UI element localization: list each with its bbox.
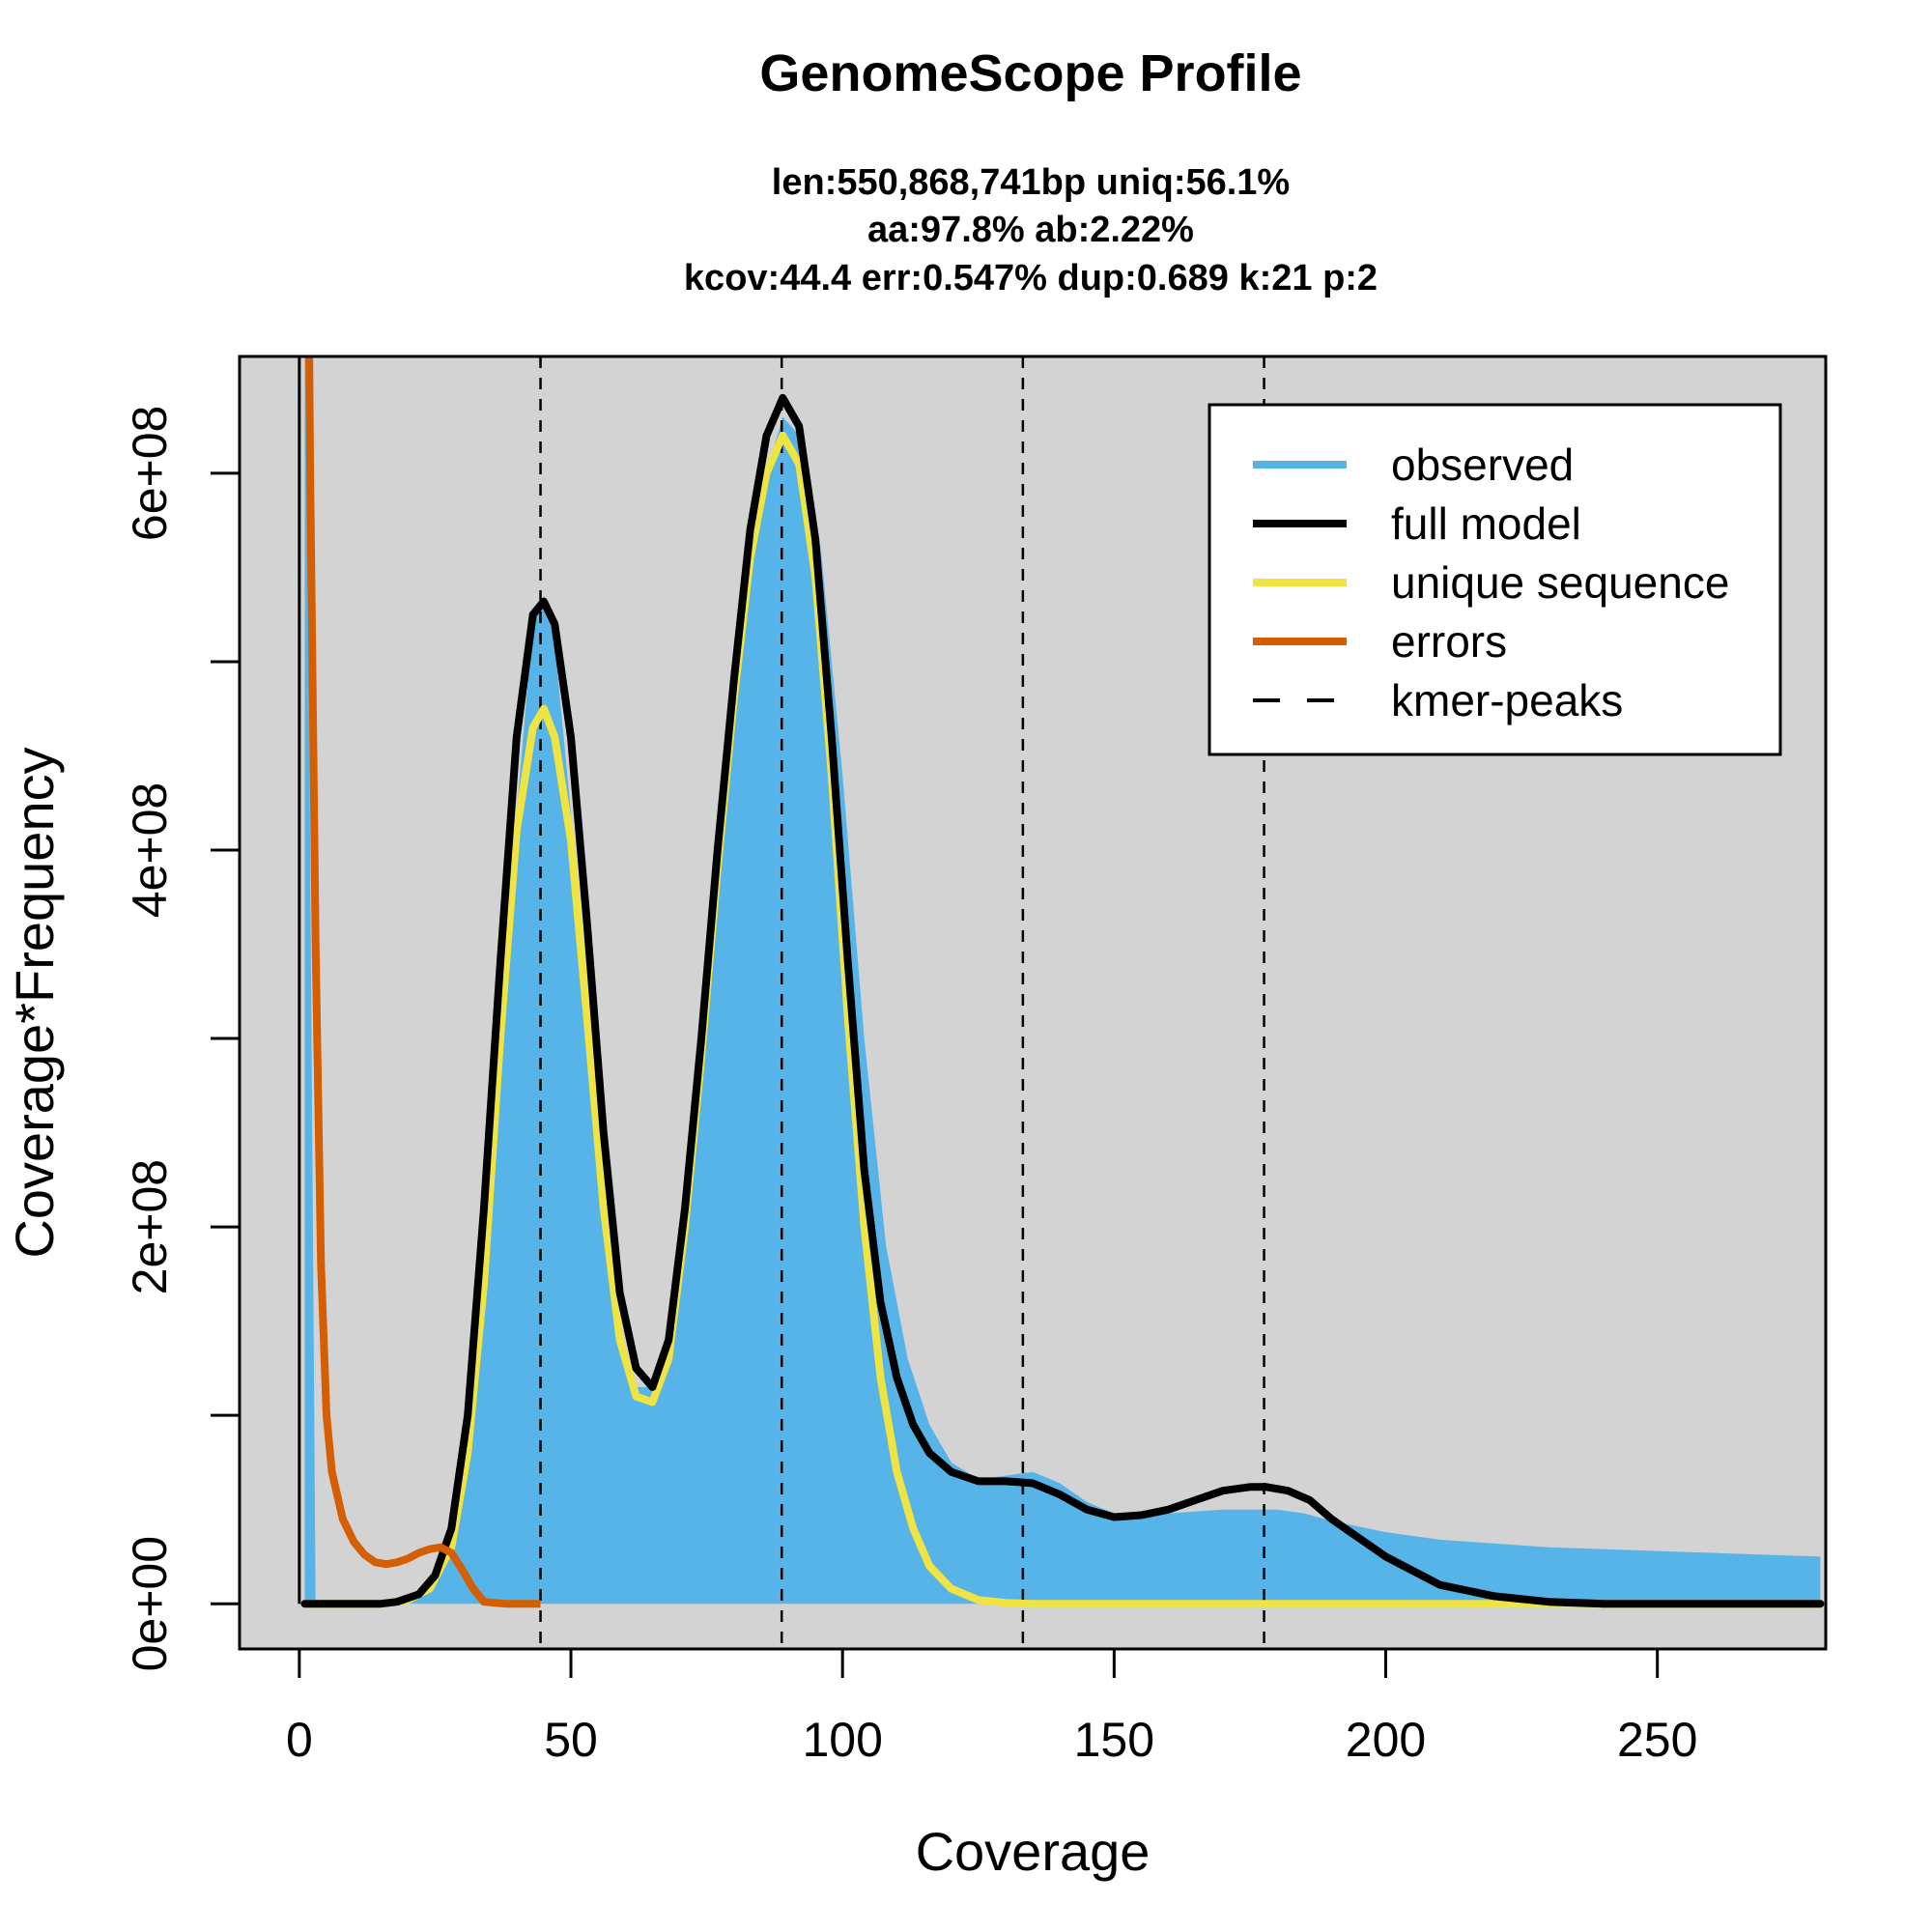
observed-series-area (304, 356, 1821, 1605)
legend-label-full-model: full model (1391, 498, 1581, 549)
x-axis: 0 50 100 150 200 250 (286, 1647, 1697, 1767)
legend-label-unique-sequence: unique sequence (1391, 557, 1729, 608)
chart-title: GenomeScope Profile (759, 44, 1301, 102)
chart-subtitle-line-3: kcov:44.4 err:0.547% dup:0.689 k:21 p:2 (684, 258, 1378, 298)
chart-subtitle-line-1: len:550,868,741bp uniq:56.1% (772, 162, 1290, 203)
chart-subtitle-line-2: aa:97.8% ab:2.22% (867, 210, 1194, 250)
y-tick-label: 6e+08 (123, 406, 177, 541)
x-axis-title: Coverage (916, 1821, 1151, 1882)
y-axis: 0e+00 2e+08 4e+08 6e+08 (123, 406, 242, 1671)
errors-line (305, 356, 541, 1608)
y-tick-label: 0e+00 (123, 1536, 177, 1671)
x-tick-label: 100 (802, 1713, 882, 1767)
x-tick-label: 0 (286, 1713, 313, 1767)
y-tick-label: 2e+08 (123, 1159, 177, 1294)
legend: observed full model unique sequence errors k… (1208, 403, 1782, 756)
plot-layer (298, 356, 1825, 1649)
x-tick-label: 250 (1617, 1713, 1697, 1767)
y-axis-title: Coverage*Frequency (4, 747, 65, 1258)
x-tick-label: 50 (544, 1713, 598, 1767)
legend-label-kmer-peaks: kmer-peaks (1391, 675, 1623, 725)
full-model-line (300, 393, 1825, 1608)
x-tick-label: 200 (1346, 1713, 1426, 1767)
legend-label-observed: observed (1391, 440, 1574, 490)
legend-label-errors: errors (1391, 616, 1507, 667)
y-tick-label: 4e+08 (123, 782, 177, 918)
x-tick-label: 150 (1074, 1713, 1154, 1767)
